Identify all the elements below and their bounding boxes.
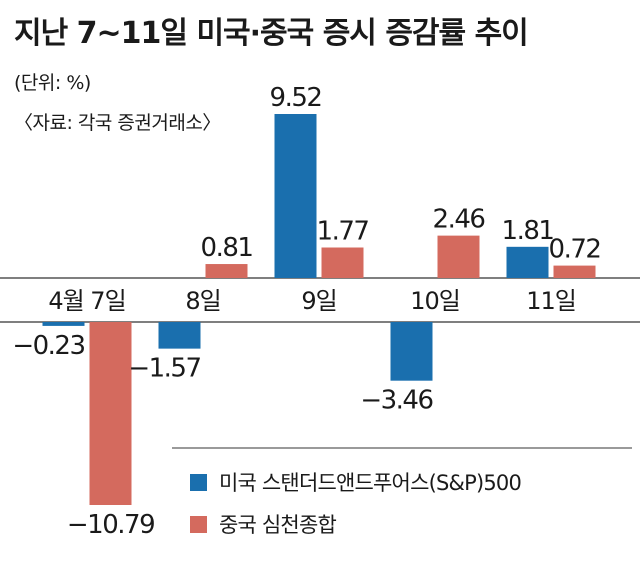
bar (42, 322, 85, 326)
bar (89, 322, 132, 505)
unit-note: (단위: %) (14, 72, 91, 94)
bar (205, 264, 248, 278)
category-label: 10일 (410, 287, 460, 315)
bar (506, 246, 549, 278)
legend-swatch-sp500 (190, 473, 207, 491)
category-label: 4월 7일 (48, 287, 125, 315)
chart-title: 지난 7~11일 미국·중국 증시 증감률 추이 (14, 16, 529, 51)
data-label: 1.77 (317, 217, 369, 247)
data-label: 0.72 (549, 235, 601, 265)
category-label: 9일 (301, 287, 336, 315)
bar (321, 247, 364, 278)
legend-label-shenzhen: 중국 심천종합 (219, 513, 337, 537)
data-label: 9.52 (270, 83, 322, 113)
data-label: −10.79 (67, 510, 154, 540)
bar (158, 322, 201, 349)
data-label: −3.46 (360, 386, 432, 416)
bar (553, 265, 596, 278)
legend-item-shenzhen: 중국 심천종합 (190, 509, 337, 539)
data-label: 2.46 (433, 205, 485, 235)
bar (437, 235, 480, 278)
legend-label-sp500: 미국 스탠더드앤드푸어스(S&P)500 (219, 471, 522, 495)
data-label: −0.23 (12, 331, 84, 361)
data-label: −1.57 (128, 354, 200, 384)
category-label: 8일 (185, 287, 220, 315)
legend-swatch-shenzhen (190, 515, 207, 533)
bar (390, 322, 433, 381)
source-note: 〈자료: 각국 증권거래소〉 (14, 112, 221, 134)
legend-item-sp500: 미국 스탠더드앤드푸어스(S&P)500 (190, 467, 522, 497)
data-label: 0.81 (201, 233, 253, 263)
bar (274, 114, 317, 278)
category-label: 11일 (526, 287, 576, 315)
data-label: 1.81 (502, 216, 554, 246)
legend: 미국 스탠더드앤드푸어스(S&P)500 중국 심천종합 (172, 447, 632, 559)
